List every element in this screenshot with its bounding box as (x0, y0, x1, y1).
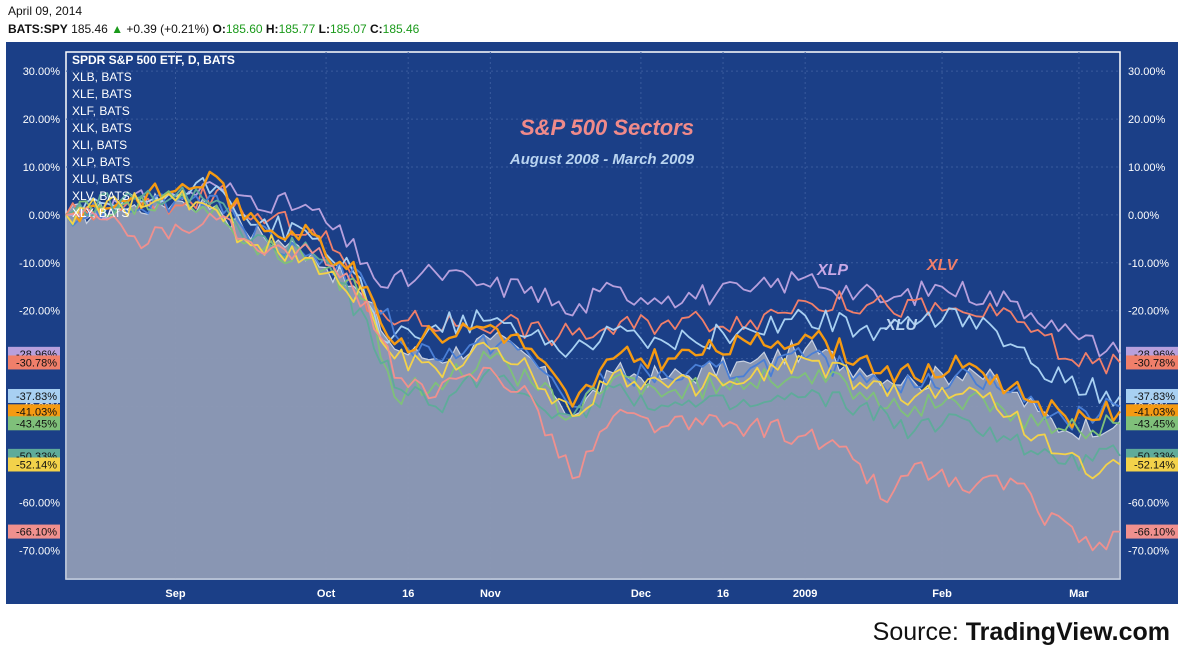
end-label-box (8, 404, 60, 419)
y-tick-label-left: -20.00% (19, 306, 60, 318)
legend-item: XLI, BATS (72, 138, 127, 152)
x-tick-label: Mar (1069, 588, 1089, 600)
end-label-left-xle: -41.03% (8, 404, 60, 419)
up-arrow-icon: ▲ (111, 22, 124, 36)
y-tick-label-right: 0.00% (1128, 210, 1159, 222)
end-label-box (1126, 404, 1178, 419)
high-label: H: (265, 22, 279, 36)
end-label-box (1126, 416, 1178, 431)
x-tick-label: 16 (717, 588, 729, 600)
source-prefix: Source: (872, 618, 966, 646)
legend-item: XLE, BATS (72, 87, 132, 101)
annotation-xlv: XLV (926, 257, 959, 274)
end-label-text: -66.10% (16, 527, 57, 539)
end-label-left-xlv: -30.78% (8, 355, 60, 370)
source-credit: Source: TradingView.com (873, 618, 1170, 647)
low-value: 185.07 (329, 22, 367, 36)
end-label-text: -37.83% (16, 391, 57, 403)
end-label-right-xlu: -37.83% (1126, 388, 1178, 403)
legend-item: XLK, BATS (72, 121, 132, 135)
source-name: TradingView.com (965, 618, 1170, 646)
end-label-left-xlu: -37.83% (8, 388, 60, 403)
y-tick-label-left: -70.00% (19, 545, 60, 557)
end-label-right-xle: -41.03% (1126, 404, 1178, 419)
price-change: +0.39 (+0.21%) (126, 22, 210, 36)
y-tick-label-right: 20.00% (1128, 114, 1166, 126)
end-label-right-xli: -43.45% (1126, 416, 1178, 431)
series-line-xli (65, 190, 1121, 440)
end-label-box (8, 355, 60, 370)
end-label-text: -30.78% (16, 357, 57, 369)
end-label-text: -41.03% (1134, 406, 1175, 418)
y-tick-label-left: -10.00% (19, 258, 60, 270)
end-label-text: -43.45% (16, 418, 57, 430)
end-label-box (1126, 355, 1178, 370)
chart-title: S&P 500 Sectors (520, 115, 694, 140)
series-line-xlp (65, 181, 1121, 358)
end-label-text: -66.10% (1134, 527, 1175, 539)
close-label: C: (369, 22, 383, 36)
legend-item: XLP, BATS (72, 155, 130, 169)
y-tick-label-left: 0.00% (29, 210, 60, 222)
y-tick-label-right: -70.00% (1128, 545, 1169, 557)
high-value: 185.77 (278, 22, 316, 36)
x-tick-label: Oct (317, 588, 336, 600)
chart-subtitle: August 2008 - March 2009 (509, 151, 695, 168)
series-line-xly (65, 189, 1121, 480)
legend-item: XLB, BATS (72, 70, 132, 84)
sector-chart[interactable]: 30.00% 30.00% 20.00% 20.00% 10.00% 10.00% 0.00… (0, 42, 1184, 604)
end-label-box (1126, 524, 1178, 539)
open-value: 185.60 (225, 22, 263, 36)
end-label-right-xly: -52.14% (1126, 457, 1178, 472)
y-tick-label-left: 10.00% (23, 162, 61, 174)
low-label: L: (318, 22, 330, 36)
series-line-xlf (65, 207, 1120, 552)
legend-item: XLF, BATS (72, 104, 130, 118)
x-tick-label: Dec (631, 588, 651, 600)
series-lines (65, 170, 1121, 552)
y-tick-label-left: -60.00% (19, 497, 60, 509)
y-tick-label-right: -10.00% (1128, 258, 1169, 270)
x-tick-label: Nov (480, 588, 502, 600)
x-tick-label: Sep (165, 588, 185, 600)
x-tick-label: Feb (932, 588, 952, 600)
end-label-left-xli: -43.45% (8, 416, 60, 431)
annotation-xlu: XLU (884, 317, 917, 334)
end-label-box (8, 416, 60, 431)
end-label-right-xlv: -30.78% (1126, 355, 1178, 370)
legend-item: XLV, BATS (72, 189, 130, 203)
end-label-text: -43.45% (1134, 418, 1175, 430)
last-price: 185.46 (71, 22, 108, 36)
x-tick-label: 16 (402, 588, 414, 600)
end-label-box (8, 457, 60, 472)
end-label-text: -52.14% (1134, 459, 1175, 471)
end-label-box (8, 388, 60, 403)
end-label-box (8, 524, 60, 539)
y-tick-label-left: 20.00% (23, 114, 61, 126)
end-label-text: -37.83% (1134, 391, 1175, 403)
open-label: O: (212, 22, 226, 36)
end-label-left-xlf: -66.10% (8, 524, 60, 539)
end-label-text: -30.78% (1134, 357, 1175, 369)
end-label-text: -41.03% (16, 406, 57, 418)
symbol-label: BATS:SPY (8, 22, 68, 36)
end-label-box (1126, 388, 1178, 403)
y-tick-label-right: 30.00% (1128, 66, 1166, 78)
y-tick-label-right: 10.00% (1128, 162, 1166, 174)
x-tick-label: 2009 (793, 588, 817, 600)
y-tick-label-right: -60.00% (1128, 497, 1169, 509)
chart-date: April 09, 2014 (8, 4, 83, 18)
y-tick-label-left: 30.00% (23, 66, 61, 78)
annotation-xlp: XLP (816, 262, 848, 279)
legend-item: XLY, BATS (72, 206, 129, 220)
end-label-right-xlf: -66.10% (1126, 524, 1178, 539)
quote-bar: BATS:SPY 185.46 ▲ +0.39 (+0.21%) O:185.6… (8, 22, 419, 36)
end-label-left-xly: -52.14% (8, 457, 60, 472)
end-label-box (1126, 457, 1178, 472)
legend-item: XLU, BATS (72, 172, 132, 186)
end-label-text: -52.14% (16, 459, 57, 471)
y-tick-label-right: -20.00% (1128, 306, 1169, 318)
main-series-label: SPDR S&P 500 ETF, D, BATS (72, 53, 235, 67)
close-value: 185.46 (382, 22, 420, 36)
